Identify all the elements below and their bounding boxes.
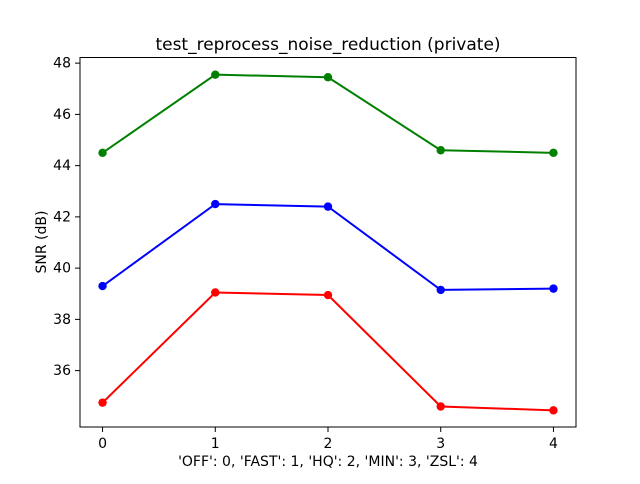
- x-tick-label: 0: [98, 436, 107, 452]
- x-tick-label: 3: [436, 436, 445, 452]
- data-point-marker-blue-line: [98, 281, 107, 291]
- x-tick-label: 2: [324, 436, 333, 452]
- series-line-green-line: [101, 73, 555, 154]
- data-point-marker-green-line: [549, 148, 558, 158]
- x-axis-label: 'OFF': 0, 'FAST': 1, 'HQ': 2, 'MIN': 3, …: [178, 454, 478, 470]
- data-point-marker-red-line: [549, 406, 558, 415]
- y-tick-label: 38: [53, 312, 71, 328]
- y-axis-label: SNR (dB): [34, 211, 50, 274]
- series-line-red-line: [101, 291, 555, 412]
- y-tick-label: 42: [53, 209, 71, 225]
- data-point-marker-green-line: [98, 148, 107, 158]
- data-point-marker-green-line: [211, 70, 220, 79]
- data-point-marker-red-line: [211, 288, 220, 297]
- data-point-marker-blue-line: [323, 202, 333, 211]
- data-point-marker-green-line: [323, 73, 333, 82]
- data-point-marker-blue-line: [436, 285, 445, 295]
- plot-area: [79, 57, 577, 428]
- data-point-marker-red-line: [98, 398, 107, 407]
- chart-title: test_reprocess_noise_reduction (private): [155, 35, 500, 55]
- series-line-blue-line: [101, 203, 555, 291]
- y-tick-label: 46: [53, 107, 71, 123]
- data-point-marker-blue-line: [549, 284, 558, 293]
- data-point-marker-red-line: [436, 402, 445, 411]
- y-tick-label: 40: [53, 261, 71, 277]
- data-point-marker-green-line: [436, 146, 445, 155]
- y-tick-label: 44: [53, 158, 71, 174]
- data-series: [98, 70, 558, 415]
- data-point-marker-blue-line: [211, 199, 220, 209]
- y-tick-label: 36: [53, 363, 71, 379]
- y-tick-label: 48: [53, 56, 71, 72]
- x-tick-label: 4: [549, 436, 558, 452]
- data-point-marker-red-line: [323, 290, 333, 300]
- x-tick-label: 1: [211, 436, 220, 452]
